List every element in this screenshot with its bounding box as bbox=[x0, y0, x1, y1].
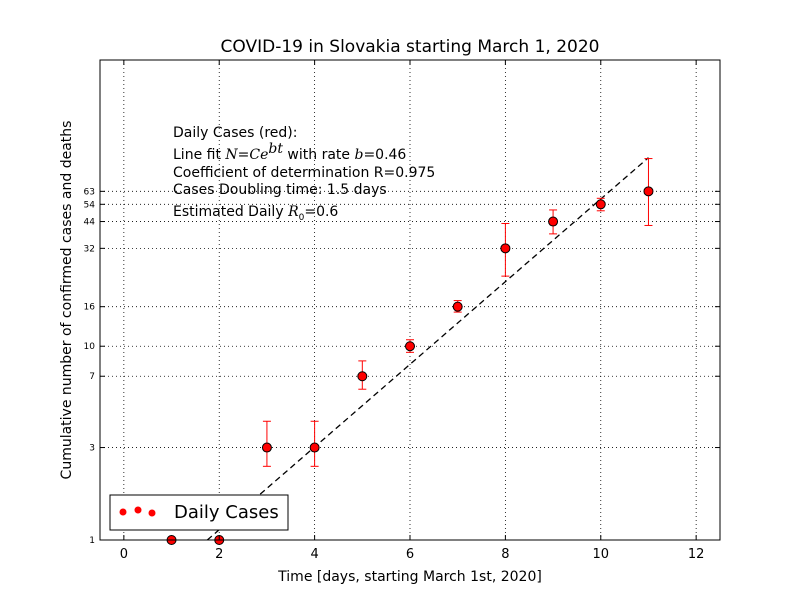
legend-label: Daily Cases bbox=[174, 502, 279, 523]
annotation-rate-symbol: b bbox=[354, 147, 363, 163]
axis-ticks: 0 2 4 6 8 10 12 1 3 7 10 16 32 44 54 63 bbox=[84, 60, 720, 562]
annotation-r0-subscript: 0 bbox=[299, 213, 305, 223]
x-tick-label: 0 bbox=[120, 547, 128, 562]
fit-line bbox=[206, 157, 649, 541]
annotation-line-5: Estimated Daily R0=0.6 bbox=[173, 204, 338, 223]
data-point bbox=[452, 301, 463, 312]
annotation-r0-value: =0.6 bbox=[304, 204, 338, 220]
data-point bbox=[261, 442, 272, 453]
y-tick-label: 63 bbox=[84, 187, 95, 197]
y-tick-label: 1 bbox=[89, 536, 95, 546]
grid bbox=[100, 60, 720, 541]
annotation-formula-exp: bt bbox=[268, 141, 283, 157]
data-point bbox=[357, 371, 368, 382]
y-tick-label: 16 bbox=[84, 303, 96, 313]
annotation-r0-prefix: Estimated Daily bbox=[173, 204, 288, 220]
x-axis-label: Time [days, starting March 1st, 2020] bbox=[277, 569, 542, 585]
annotation-formula-c: Ce bbox=[249, 147, 268, 163]
x-tick-label: 4 bbox=[310, 547, 318, 562]
y-tick-label: 10 bbox=[84, 342, 96, 352]
x-tick-label: 2 bbox=[215, 547, 223, 562]
y-tick-label: 32 bbox=[84, 244, 95, 254]
y-tick-label: 44 bbox=[84, 218, 96, 228]
annotation-line-4: Cases Doubling time: 1.5 days bbox=[173, 182, 387, 198]
y-axis-label: Cumulative number of confirmed cases and… bbox=[59, 121, 75, 480]
x-tick-label: 8 bbox=[501, 547, 509, 562]
data-point bbox=[548, 216, 559, 227]
data-point bbox=[643, 186, 654, 197]
annotation-line-1: Daily Cases (red): bbox=[173, 125, 297, 141]
legend-marker-dot bbox=[134, 506, 142, 514]
annotation-formula-eq: = bbox=[238, 147, 250, 163]
annotation-line-2: Line fit N=Cebt with rate b=0.46 bbox=[173, 141, 406, 163]
data-point bbox=[595, 199, 606, 210]
y-tick-label: 7 bbox=[89, 372, 95, 382]
annotation-fit-middle: with rate bbox=[283, 147, 355, 163]
chart-title: COVID-19 in Slovakia starting March 1, 2… bbox=[221, 37, 600, 57]
annotation-block: Daily Cases (red): Line fit N=Cebt with … bbox=[173, 125, 435, 223]
annotation-fit-prefix: Line fit bbox=[173, 147, 225, 163]
data-point bbox=[500, 243, 511, 254]
legend-marker-dot bbox=[119, 508, 127, 516]
y-tick-label: 54 bbox=[84, 200, 96, 210]
x-tick-label: 10 bbox=[592, 547, 609, 562]
annotation-r0-symbol: R bbox=[287, 204, 299, 220]
data-point bbox=[309, 442, 320, 453]
y-tick-label: 3 bbox=[89, 444, 95, 454]
x-tick-label: 12 bbox=[688, 547, 705, 562]
annotation-formula-n: N bbox=[224, 147, 238, 163]
legend-marker-dot bbox=[148, 509, 156, 517]
annotation-rate-value: =0.46 bbox=[363, 147, 406, 163]
annotation-line-3: Coefficient of determination R=0.975 bbox=[173, 165, 435, 181]
fit-line-group bbox=[206, 157, 649, 541]
legend: Daily Cases bbox=[109, 494, 289, 531]
data-point bbox=[405, 341, 415, 352]
x-tick-label: 6 bbox=[406, 547, 414, 562]
